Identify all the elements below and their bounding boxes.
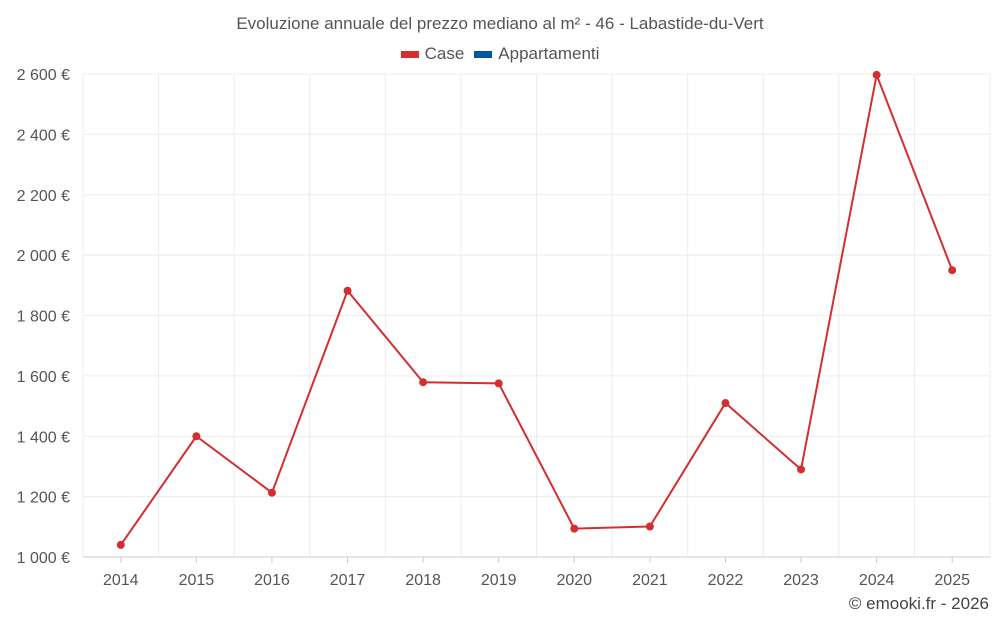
x-tick-label: 2018 — [405, 572, 441, 589]
x-tick-label: 2025 — [934, 572, 970, 589]
y-tick-label: 2 000 € — [17, 248, 70, 265]
legend-swatch-case — [400, 50, 419, 58]
series-line-case — [119, 73, 954, 546]
data-point — [797, 465, 806, 474]
x-tick-label: 2021 — [632, 572, 668, 589]
data-point — [948, 266, 957, 275]
x-tick-label: 2020 — [556, 572, 592, 589]
x-tick-label: 2014 — [103, 572, 139, 589]
data-point — [721, 399, 730, 408]
y-tick-label: 1 400 € — [17, 429, 70, 446]
legend: Case Appartamenti — [0, 44, 1000, 64]
x-tick-label: 2017 — [330, 572, 366, 589]
data-point — [419, 378, 428, 387]
y-tick-label: 1 000 € — [17, 550, 70, 567]
y-tick-label: 2 400 € — [17, 127, 70, 144]
legend-label-case: Case — [424, 44, 465, 63]
x-tick-label: 2024 — [859, 572, 895, 589]
legend-swatch-appartamenti — [474, 50, 493, 58]
data-point — [116, 540, 125, 549]
legend-item-appartamenti[interactable]: Appartamenti — [474, 44, 599, 64]
legend-item-case[interactable]: Case — [400, 44, 465, 64]
chart-title: Evoluzione annuale del prezzo mediano al… — [236, 14, 764, 33]
y-tick-label: 2 600 € — [17, 67, 70, 84]
data-point — [872, 70, 881, 79]
legend-label-appartamenti: Appartamenti — [498, 44, 600, 63]
x-tick-label: 2015 — [179, 572, 215, 589]
data-point — [570, 524, 579, 533]
data-point — [192, 432, 201, 441]
y-tick-label: 1 600 € — [17, 369, 70, 386]
data-point — [343, 286, 352, 295]
x-tick-label: 2019 — [481, 572, 517, 589]
data-point — [494, 379, 503, 388]
data-point — [645, 522, 654, 531]
y-tick-label: 2 200 € — [17, 188, 70, 205]
y-tick-label: 1 800 € — [17, 309, 70, 326]
credit-text: © emooki.fr - 2026 — [848, 594, 989, 613]
data-point — [267, 488, 276, 497]
y-tick-label: 1 200 € — [17, 490, 70, 507]
x-tick-label: 2016 — [254, 572, 290, 589]
x-tick-label: 2022 — [708, 572, 744, 589]
x-tick-label: 2023 — [783, 572, 819, 589]
